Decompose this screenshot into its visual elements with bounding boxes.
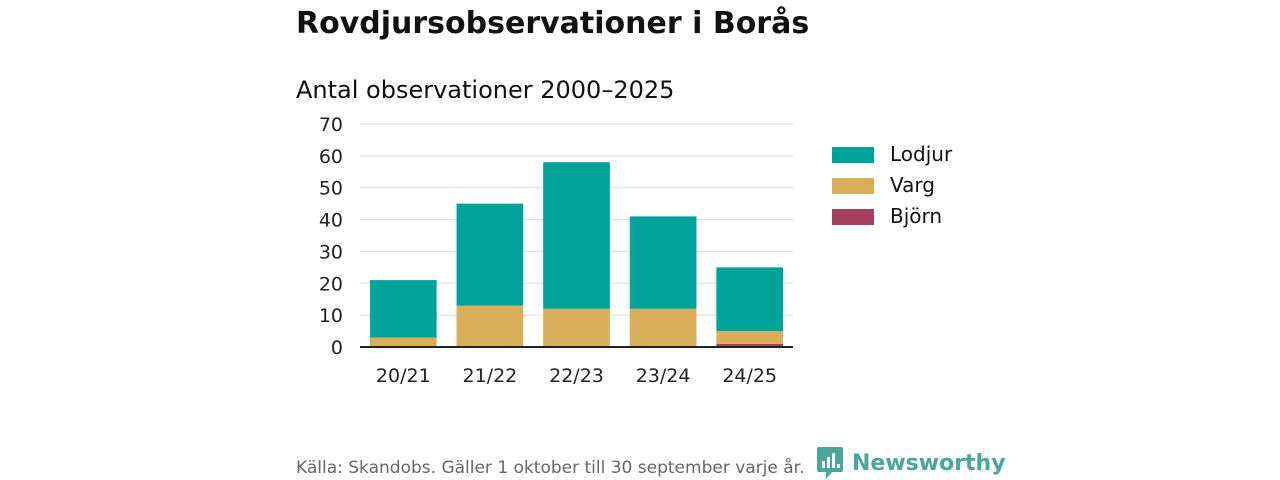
x-tick-label: 24/25: [722, 365, 777, 387]
brand-logo: Newsworthy: [816, 446, 1006, 480]
y-tick-label: 20: [319, 273, 343, 295]
bars: [369, 162, 784, 347]
y-tick-label: 0: [331, 337, 343, 359]
legend-label: Björn: [890, 204, 942, 228]
chart-title: Rovdjursobservationer i Borås: [296, 6, 810, 41]
x-tick-label: 22/23: [549, 365, 604, 387]
bar-segment-varg: [456, 305, 524, 347]
bar-segment-lodjur: [716, 267, 784, 332]
x-tick-label: 21/22: [463, 365, 518, 387]
legend: Lodjur Varg Björn: [832, 142, 953, 228]
y-tick-label: 70: [319, 114, 343, 136]
y-tick-label: 40: [319, 210, 343, 232]
legend-swatch: [832, 147, 874, 163]
bar-segment-lodjur: [456, 203, 524, 306]
legend-swatch: [832, 178, 874, 194]
x-tick-label: 20/21: [376, 365, 431, 387]
newsworthy-chart-icon: [817, 447, 843, 479]
y-tick-label: 10: [319, 305, 343, 327]
chart-subtitle: Antal observationer 2000–2025: [296, 76, 675, 104]
x-tick-label: 23/24: [636, 365, 691, 387]
legend-swatch: [832, 209, 874, 225]
stacked-bar-chart: 0 10 20 30 40 50 60 70 20/21 21/22 22/23 23/24 24/2…: [319, 114, 953, 387]
bar-segment-björn: [716, 343, 784, 347]
bar-segment-lodjur: [543, 162, 610, 309]
bar-segment-varg: [629, 308, 697, 347]
legend-label: Lodjur: [890, 142, 953, 166]
source-note: Källa: Skandobs. Gäller 1 oktober till 3…: [296, 458, 805, 478]
bar-segment-varg: [543, 308, 610, 347]
y-tick-label: 60: [319, 146, 343, 168]
bar-segment-lodjur: [369, 280, 437, 338]
legend-label: Varg: [890, 173, 935, 197]
y-axis-tick-labels: 0 10 20 30 40 50 60 70: [319, 114, 343, 359]
x-axis-tick-labels: 20/21 21/22 22/23 23/24 24/25: [376, 365, 777, 387]
bar-segment-varg: [716, 331, 784, 344]
y-tick-label: 50: [319, 178, 343, 200]
bar-segment-lodjur: [629, 216, 697, 309]
brand-name: Newsworthy: [852, 450, 1006, 476]
bar-segment-varg: [369, 337, 437, 347]
y-tick-label: 30: [319, 241, 343, 263]
